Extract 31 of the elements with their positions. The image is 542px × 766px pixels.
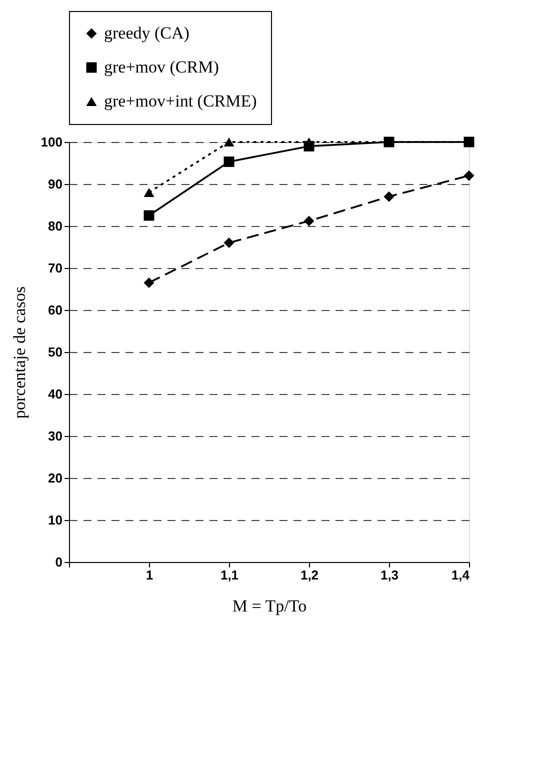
y-tick-label: 60 xyxy=(48,302,62,318)
legend-label: gre+mov (CRM) xyxy=(104,58,219,76)
x-tick-label: 1 xyxy=(146,568,154,582)
x-tick-label: 1,2 xyxy=(300,568,319,582)
x-axis-title: M = Tp/To xyxy=(232,596,307,616)
y-axis-title: porcentaje de casos xyxy=(10,286,29,419)
y-tick-label: 50 xyxy=(48,344,62,360)
y-tick-label: 20 xyxy=(48,470,62,486)
y-tick-label: 70 xyxy=(48,260,62,276)
point xyxy=(304,216,314,226)
legend-label: greedy (CA) xyxy=(104,24,190,42)
point xyxy=(144,277,154,288)
point xyxy=(304,140,314,152)
y-tick-label: 0 xyxy=(55,554,62,570)
point xyxy=(224,137,234,147)
point xyxy=(144,188,154,197)
point xyxy=(224,156,234,167)
point xyxy=(464,170,474,181)
y-tick-label: 100 xyxy=(40,134,62,150)
y-tick-label: 30 xyxy=(48,428,62,444)
point xyxy=(224,238,234,248)
x-tick-label: 1,4 xyxy=(451,568,470,582)
y-tick-label: 10 xyxy=(48,512,62,528)
y-tick-label: 90 xyxy=(48,176,62,192)
y-tick-label: 40 xyxy=(48,386,62,402)
x-tick-label: 1,3 xyxy=(380,568,399,582)
legend-label: gre+mov+int (CRME) xyxy=(104,92,257,110)
y-tick-label: 80 xyxy=(48,218,62,234)
point xyxy=(384,191,394,202)
x-tick-label: 1,1 xyxy=(220,568,239,582)
point xyxy=(144,210,154,221)
